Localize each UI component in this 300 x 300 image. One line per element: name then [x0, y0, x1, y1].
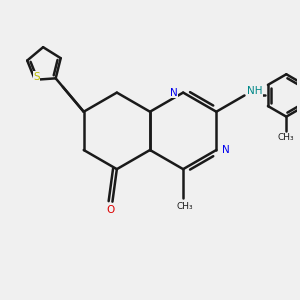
Text: O: O	[107, 205, 115, 215]
Text: N: N	[222, 145, 229, 155]
Text: N: N	[170, 88, 178, 98]
Text: NH: NH	[247, 86, 262, 96]
Text: S: S	[33, 72, 40, 82]
Text: CH₃: CH₃	[176, 202, 193, 211]
Text: CH₃: CH₃	[278, 134, 295, 142]
